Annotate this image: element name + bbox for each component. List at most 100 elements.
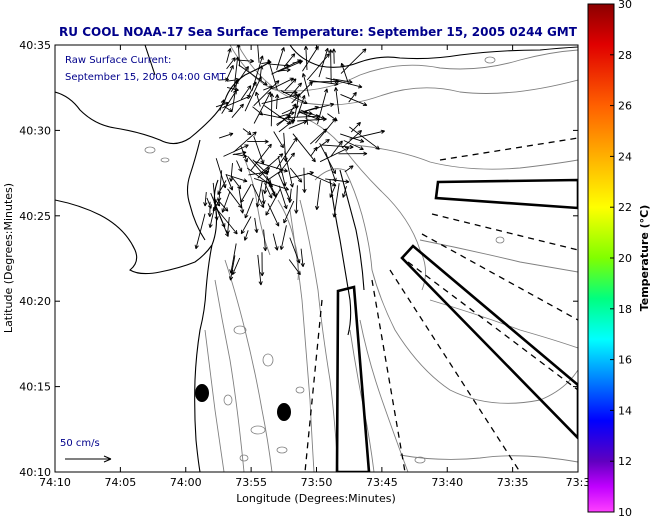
x-tick-label: 73:50	[301, 476, 333, 489]
current-vector-arrow	[233, 153, 248, 158]
current-vector-arrow	[194, 213, 206, 250]
colorbar-label: Temperature (°C)	[638, 205, 651, 312]
current-vector-arrow	[272, 233, 279, 251]
current-vector-arrow	[236, 45, 241, 67]
current-vector-arrow	[244, 197, 254, 219]
current-vector-arrow	[254, 91, 261, 107]
current-vector-arrow	[343, 140, 364, 150]
y-axis: 40:35 40:30 40:25 40:20 40:15 40:10	[19, 39, 578, 479]
radar-boxes	[335, 178, 578, 472]
current-vector-arrow	[277, 172, 291, 201]
current-vector-arrow	[306, 102, 335, 112]
current-vector-arrow	[292, 133, 316, 163]
current-vector-arrow	[279, 225, 287, 250]
current-vector-arrow	[269, 63, 290, 68]
colorbar-tick-label: 28	[618, 49, 632, 62]
current-vector-arrow	[267, 203, 280, 227]
y-tick-label: 40:15	[19, 381, 51, 394]
current-vector-arrow	[289, 237, 301, 264]
current-vector-arrow	[344, 165, 354, 173]
current-vector-arrow	[348, 91, 357, 103]
radial-dashed-lines	[304, 137, 578, 472]
surface-current-vectors	[194, 45, 385, 286]
current-vector-arrow	[328, 49, 333, 84]
current-vector-arrow	[229, 243, 237, 274]
x-axis-label: Longitude (Degrees:Minutes)	[236, 492, 396, 505]
current-vector-arrow	[269, 93, 275, 127]
current-vector-arrow	[251, 184, 265, 208]
current-vector-arrow	[302, 167, 307, 193]
current-vector-arrow	[231, 79, 239, 111]
y-tick-label: 40:10	[19, 466, 51, 479]
colorbar-tick-label: 10	[618, 506, 632, 518]
current-vector-arrow	[319, 147, 350, 163]
colorbar-tick-label: 16	[618, 354, 632, 367]
current-vector-arrow	[333, 78, 353, 84]
y-tick-label: 40:35	[19, 39, 51, 52]
x-tick-label: 73:45	[366, 476, 398, 489]
current-vector-arrow	[276, 47, 285, 70]
temperature-colorbar: 30 28 26 24 22 20 18 16 14 12 10 Temperature (°C)	[587, 0, 651, 518]
current-vector-arrow	[218, 132, 234, 139]
current-vector-arrow	[330, 140, 343, 157]
current-vector-arrow	[243, 230, 249, 241]
current-vector-arrow	[236, 160, 243, 173]
y-tick-label: 40:30	[19, 124, 51, 137]
current-vector-arrow	[237, 58, 255, 64]
current-vector-arrow	[283, 200, 295, 224]
current-vector-arrow	[252, 106, 264, 116]
current-vector-arrow	[228, 255, 236, 281]
colorbar-tick-label: 12	[618, 455, 632, 468]
current-vector-arrow	[317, 88, 329, 125]
current-vector-arrow	[219, 99, 225, 111]
current-vector-arrow	[273, 131, 284, 149]
current-vector-arrow	[259, 252, 265, 277]
current-vector-arrow	[340, 48, 367, 74]
current-vector-arrow	[300, 248, 305, 268]
coastline	[55, 45, 578, 472]
current-vector-arrow	[263, 229, 268, 252]
current-vector-arrow	[222, 95, 252, 109]
current-vector-arrow	[284, 151, 294, 188]
current-vector-arrow	[261, 60, 272, 65]
current-vector-arrow	[288, 120, 308, 129]
current-vector-arrow	[325, 151, 337, 183]
current-vector-arrow	[327, 113, 338, 122]
colorbar-tick-label: 18	[618, 303, 632, 316]
colorbar-gradient	[587, 3, 615, 513]
current-vector-arrow	[325, 77, 363, 89]
x-tick-label: 73:35	[497, 476, 529, 489]
current-vector-arrow	[258, 153, 284, 176]
colorbar-tick-label: 20	[618, 252, 632, 265]
current-vector-arrow	[283, 53, 296, 68]
colorbar-tick-label: 24	[618, 150, 632, 163]
scale-label: 50 cm/s	[60, 438, 100, 449]
current-vector-arrow	[264, 182, 273, 199]
current-vector-arrow	[315, 180, 321, 211]
current-vector-arrow	[240, 216, 252, 235]
current-vector-arrow	[342, 185, 347, 198]
current-vector-arrow	[251, 55, 264, 91]
current-vector-arrow	[288, 103, 297, 116]
y-tick-label: 40:20	[19, 295, 51, 308]
bathymetry-contours	[204, 45, 578, 472]
current-vector-arrow	[253, 80, 280, 107]
current-vector-arrow	[226, 48, 232, 63]
current-vector-arrow	[213, 201, 229, 237]
chart-title: RU COOL NOAA-17 Sea Surface Temperature:…	[59, 25, 578, 39]
current-vector-arrow	[289, 82, 303, 97]
x-axis: 74:10 74:05 74:00 73:55 73:50 73:45 73:40 73:35…	[39, 45, 590, 489]
current-vector-arrow	[233, 131, 257, 153]
current-vector-arrow	[242, 128, 252, 136]
current-vector-arrow	[225, 174, 248, 183]
scale-arrow	[65, 455, 112, 463]
station-marker-2	[277, 403, 291, 421]
station-marker-1	[195, 384, 209, 402]
current-vector-arrow	[313, 138, 330, 152]
current-label-line1: Raw Surface Current:	[65, 55, 171, 66]
colorbar-tick-label: 30	[618, 0, 632, 11]
x-tick-label: 73:55	[235, 476, 267, 489]
y-axis-label: Latitude (Degrees:Minutes)	[2, 183, 15, 333]
current-vector-arrow	[340, 93, 368, 107]
contour-islands	[144, 56, 505, 464]
